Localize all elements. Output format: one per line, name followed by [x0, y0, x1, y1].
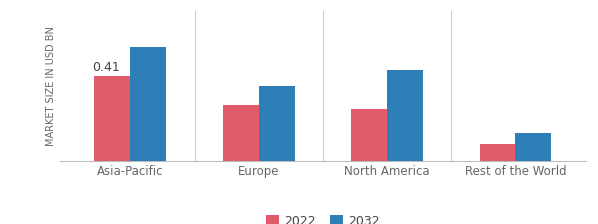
- Bar: [259, 86, 295, 161]
- Bar: [94, 76, 130, 161]
- Bar: [351, 109, 387, 161]
- Text: 0.41: 0.41: [92, 61, 120, 74]
- Legend: 2022, 2032: 2022, 2032: [261, 210, 385, 224]
- Bar: [223, 105, 259, 161]
- Bar: [480, 144, 515, 161]
- Bar: [387, 70, 423, 161]
- Bar: [130, 47, 166, 161]
- Bar: [515, 133, 551, 161]
- Y-axis label: MARKET SIZE IN USD BN: MARKET SIZE IN USD BN: [45, 26, 56, 146]
